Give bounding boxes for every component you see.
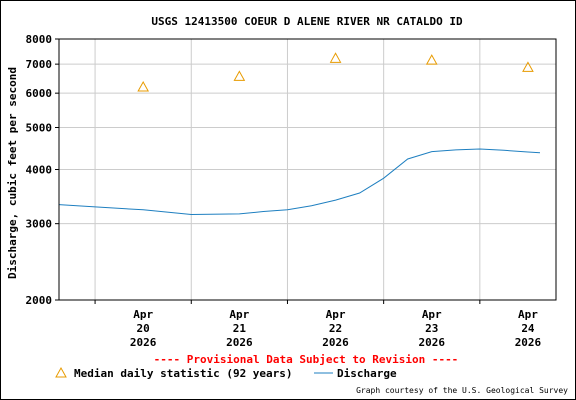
x-tick-label: Apr (133, 308, 153, 321)
x-tick-label: 2026 (130, 336, 157, 349)
median-point (137, 80, 150, 92)
x-tick-label: Apr (422, 308, 442, 321)
x-tick-label: 20 (137, 322, 150, 335)
legend-discharge-label: Discharge (337, 367, 397, 380)
grid-layer (55, 38, 556, 304)
y-tick-label: 3000 (26, 218, 53, 231)
legend-median-label: Median daily statistic (92 years) (74, 367, 293, 380)
x-tick-label: 2026 (515, 336, 542, 349)
x-tick-label: 2026 (226, 336, 253, 349)
y-tick-label: 5000 (26, 121, 53, 134)
legend-median-triangle-icon (55, 366, 67, 378)
median-point (425, 54, 438, 65)
plot-area-border (58, 38, 557, 301)
x-tick-label: 22 (329, 322, 342, 335)
x-tick-label: 21 (233, 322, 247, 335)
y-tick-label: 8000 (26, 33, 53, 46)
y-tick-label: 2000 (26, 294, 53, 307)
series-layer (58, 52, 541, 216)
y-tick-label: 6000 (26, 87, 53, 100)
y-tick-labels: 2000 3000 4000 5000 6000 7000 8000 (26, 33, 53, 307)
x-tick-label: 23 (425, 322, 438, 335)
x-tick-label: 2026 (322, 336, 349, 349)
y-tick-label: 7000 (26, 58, 53, 71)
discharge-line (58, 148, 541, 216)
median-point (233, 70, 246, 81)
provisional-note: ---- Provisional Data Subject to Revisio… (154, 353, 459, 366)
x-tick-label: 2026 (419, 336, 446, 349)
x-tick-label: Apr (326, 308, 346, 321)
median-point (329, 52, 342, 63)
x-tick-label: 24 (521, 322, 535, 335)
chart-title: USGS 12413500 COEUR D ALENE RIVER NR CAT… (151, 15, 463, 28)
y-tick-label: 4000 (26, 164, 53, 177)
x-tick-label: Apr (229, 308, 249, 321)
legend: Median daily statistic (92 years) Discha… (55, 366, 397, 380)
x-tick-label: Apr (518, 308, 538, 321)
x-tick-labels: Apr202026Apr212026Apr222026Apr232026Apr2… (130, 308, 542, 349)
y-axis-label: Discharge, cubic feet per second (6, 67, 19, 279)
median-point (522, 61, 534, 72)
courtesy-note: Graph courtesy of the U.S. Geological Su… (356, 386, 568, 395)
